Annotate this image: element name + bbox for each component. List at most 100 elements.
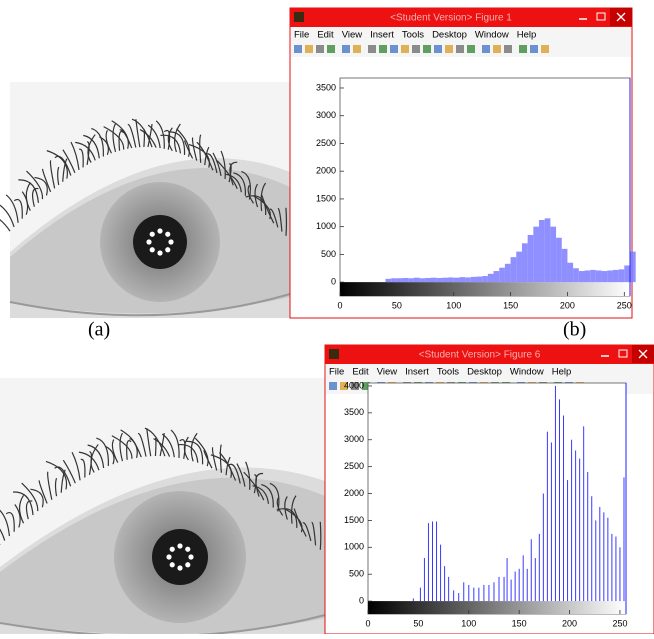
toolbar-icon [423, 45, 431, 53]
x-tick-label: 200 [562, 618, 577, 628]
histogram-bar [545, 218, 551, 282]
histogram-bar [562, 249, 568, 282]
x-tick-label: 250 [617, 300, 632, 310]
toolbar-icon [519, 45, 527, 53]
colorbar [340, 282, 630, 296]
histogram-bar [579, 271, 585, 282]
window-icon [329, 349, 339, 359]
y-tick-label: 500 [321, 249, 336, 259]
histogram-bar [511, 580, 512, 602]
x-tick-label: 200 [560, 300, 575, 310]
eye-image [0, 378, 329, 634]
toolbar-icon [390, 45, 398, 53]
menu-item: View [377, 367, 398, 378]
histogram-bar [473, 588, 474, 601]
histogram-bar [567, 263, 573, 282]
histogram-bar [488, 274, 494, 282]
toolbar-icon [482, 45, 490, 53]
histogram-bar [547, 432, 548, 601]
x-tick-label: 0 [365, 618, 370, 628]
histogram-bar [468, 585, 469, 601]
histogram-bar [494, 271, 500, 282]
histogram-bar [448, 577, 449, 601]
histogram-bar [596, 270, 602, 282]
histogram-bar [535, 558, 536, 601]
y-tick-label: 500 [349, 569, 364, 579]
histogram-bar [519, 569, 520, 601]
histogram-bar [482, 276, 488, 282]
menu-item: Help [552, 367, 572, 378]
toolbar-icon [530, 45, 538, 53]
y-tick-label: 3500 [344, 407, 364, 417]
reflection [150, 232, 155, 237]
reflection [157, 228, 162, 233]
histogram-bar [559, 399, 560, 601]
histogram-bar [585, 270, 591, 282]
y-tick-label: 2000 [316, 166, 336, 176]
histogram-bar [403, 278, 409, 282]
histogram-bar [511, 257, 517, 282]
menu-item: File [294, 30, 309, 41]
pupil [133, 215, 187, 269]
histogram-bar [478, 588, 479, 601]
pupil [152, 529, 208, 585]
histogram-bar [504, 577, 505, 601]
menu-item: Window [475, 30, 509, 41]
y-tick-label: 1000 [316, 221, 336, 231]
toolbar-icon [412, 45, 420, 53]
histogram-bar [587, 472, 588, 601]
toolbar-icon [467, 45, 475, 53]
toolbar-icon [305, 45, 313, 53]
toolbar-icon [329, 382, 337, 390]
y-tick-label: 3000 [316, 110, 336, 120]
reflection [157, 250, 162, 255]
histogram-bar [607, 270, 613, 282]
histogram-bar [516, 252, 522, 283]
histogram-bar [615, 537, 616, 602]
reflection [188, 554, 193, 559]
histogram-bar [555, 386, 556, 601]
y-tick-label: 2000 [344, 488, 364, 498]
histogram-bar [408, 278, 414, 282]
x-tick-label: 150 [512, 618, 527, 628]
histogram-bar [442, 278, 448, 282]
histogram-bar [453, 590, 454, 601]
eyelash [320, 522, 321, 550]
y-tick-label: 1000 [344, 542, 364, 552]
histogram-bar [630, 252, 636, 283]
histogram-bar [448, 277, 454, 282]
x-tick-label: 150 [503, 300, 518, 310]
histogram-bar [463, 582, 464, 601]
histogram-bar [459, 277, 465, 282]
histogram-bar [436, 521, 437, 601]
reflection [185, 562, 190, 567]
toolbar-icon [294, 45, 302, 53]
reflection [146, 239, 151, 244]
panel-label: (a) [88, 319, 110, 341]
histogram-bar [499, 268, 505, 282]
histogram-bar [437, 278, 443, 282]
histogram-bar [515, 572, 516, 602]
x-tick-label: 50 [413, 618, 423, 628]
reflection [170, 562, 175, 567]
histogram-bar [523, 555, 524, 601]
toolbar-icon [401, 45, 409, 53]
histogram-bar [573, 268, 579, 282]
reflection [166, 554, 171, 559]
histogram-bar [454, 278, 460, 282]
histogram-bar [493, 582, 494, 601]
menu-item: Edit [317, 30, 334, 41]
y-tick-label: 2500 [344, 461, 364, 471]
histogram-bar [590, 270, 596, 282]
histogram-bar [431, 278, 437, 282]
eyelash [155, 438, 156, 456]
y-tick-label: 0 [331, 277, 336, 287]
histogram-bar [440, 545, 441, 601]
toolbar-icon [434, 45, 442, 53]
x-tick-label: 100 [461, 618, 476, 628]
menu-item: Desktop [467, 367, 502, 378]
toolbar-icon [327, 45, 335, 53]
y-tick-label: 1500 [344, 515, 364, 525]
window-title: <Student Version> Figure 6 [419, 350, 541, 361]
histogram-bar [458, 593, 459, 601]
